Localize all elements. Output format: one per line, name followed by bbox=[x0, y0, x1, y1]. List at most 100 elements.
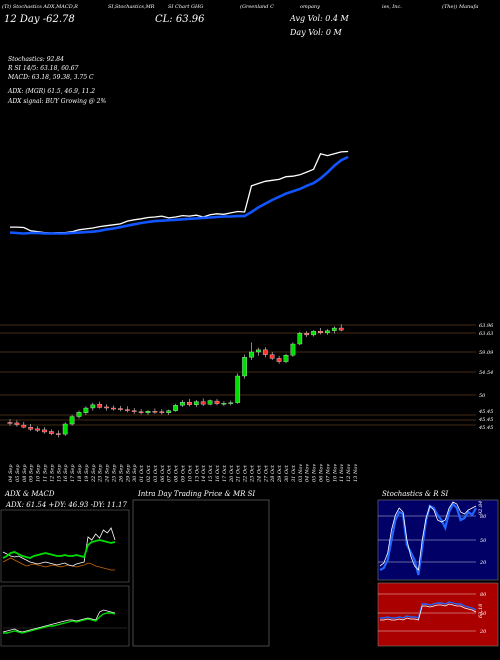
candle-body bbox=[200, 401, 206, 405]
date-tick-label: 22 Sep bbox=[91, 464, 97, 483]
candle-body bbox=[145, 411, 151, 413]
header-tag: (Greenland C bbox=[240, 4, 274, 10]
rsi-panel bbox=[377, 582, 499, 647]
macd-label: MACD: 63.18, 59.38, 3.75 C bbox=[8, 74, 94, 81]
adx-plus-line bbox=[2, 527, 116, 567]
candle-body bbox=[338, 327, 344, 331]
candle-body bbox=[62, 423, 68, 435]
header-tag: ies, Inc. bbox=[382, 4, 402, 10]
candle-body bbox=[318, 331, 323, 333]
date-tick-label: 10 Sep bbox=[36, 464, 42, 482]
date-tick-label: 14 Oct bbox=[201, 464, 207, 482]
date-tick-label: 16 Oct bbox=[215, 464, 221, 482]
stochastics-label: Stochastics: 92.84 bbox=[8, 56, 64, 63]
ema-line bbox=[9, 155, 349, 235]
candle-body bbox=[304, 333, 310, 336]
candle-body bbox=[228, 402, 234, 404]
macd-panel bbox=[0, 585, 130, 647]
rsi-line bbox=[380, 603, 477, 621]
candle-body bbox=[269, 354, 275, 359]
candle-body bbox=[28, 427, 34, 430]
date-tick-label: 29 Oct bbox=[277, 464, 283, 483]
candle-body bbox=[159, 411, 165, 413]
date-tick-label: 16 Sep bbox=[63, 464, 69, 482]
date-tick-label: 10 Nov bbox=[332, 464, 338, 482]
candle-body bbox=[138, 411, 144, 413]
adx-label: ADX: (MGR) 61.5, 46.9, 11.2 bbox=[8, 88, 96, 95]
price-tick-label: 50 bbox=[479, 393, 486, 399]
candle-body bbox=[180, 401, 185, 406]
candle-body bbox=[69, 416, 75, 425]
candle-body bbox=[131, 410, 137, 412]
candle-body bbox=[249, 351, 254, 358]
candle-body bbox=[173, 405, 178, 411]
candle-body bbox=[235, 375, 241, 403]
candle-body bbox=[166, 410, 172, 413]
date-tick-label: 06 Nov bbox=[319, 464, 325, 482]
candle-body bbox=[83, 407, 89, 413]
adx-panel bbox=[0, 509, 130, 583]
candle-body bbox=[7, 422, 13, 424]
price-tick-label: 54.54 bbox=[479, 370, 493, 376]
candle-body bbox=[331, 327, 337, 331]
candle-body bbox=[290, 343, 296, 356]
rsi-label: R SI 14/5: 63.18, 60.67 bbox=[8, 65, 79, 72]
macd-line bbox=[2, 609, 116, 633]
rsi-tick-label: 20 bbox=[479, 629, 487, 635]
candle-body bbox=[283, 355, 289, 362]
date-tick-label: 24 Sep bbox=[105, 464, 111, 483]
date-tick-label: 05 Sep bbox=[15, 464, 21, 482]
macd-signal-line bbox=[3, 612, 116, 634]
stoch-panel-title: Stochastics & R SI bbox=[382, 490, 449, 498]
rsi-side-value: 63.18 bbox=[478, 604, 484, 618]
date-tick-label: 11 Sep bbox=[43, 464, 49, 482]
date-tick-label: 18 Sep bbox=[77, 464, 83, 482]
date-tick-label: 07 Oct bbox=[167, 464, 173, 482]
header-tag: SI,Stochastics,MR bbox=[108, 4, 155, 10]
candle-body bbox=[187, 401, 192, 405]
date-tick-label: 15 Oct bbox=[208, 464, 214, 482]
date-tick-label: 23 Sep bbox=[98, 464, 104, 483]
rsi-tick-label: 50 bbox=[480, 611, 487, 617]
date-tick-label: 03 Nov bbox=[298, 464, 304, 482]
date-tick-label: 06 Oct bbox=[160, 464, 166, 482]
candle-body bbox=[14, 422, 20, 425]
price-tick-label: 45.45 bbox=[478, 417, 493, 423]
candle-body bbox=[325, 330, 330, 333]
date-tick-label: 04 Sep bbox=[8, 464, 14, 482]
header-tag: ompany bbox=[300, 4, 320, 10]
close-label: CL: 63.96 bbox=[155, 14, 205, 25]
candle-body bbox=[21, 424, 27, 428]
candle-body bbox=[311, 331, 316, 336]
date-tick-label: 12 Nov bbox=[346, 464, 352, 482]
price-tick-label: 63.63 bbox=[479, 331, 493, 337]
candle-body bbox=[276, 358, 282, 362]
date-tick-label: 24 Oct bbox=[256, 464, 262, 483]
avg-vol-label: Avg Vol: 0.4 M bbox=[290, 14, 349, 23]
candle-body bbox=[262, 349, 268, 355]
date-tick-label: 25 Sep bbox=[112, 464, 118, 483]
date-tick-label: 10 Oct bbox=[187, 464, 193, 482]
date-tick-label: 13 Oct bbox=[194, 464, 200, 482]
candle-body bbox=[193, 401, 199, 405]
date-tick-label: 23 Oct bbox=[250, 464, 256, 483]
candle-body bbox=[42, 429, 47, 433]
price-tick-label: 45.45 bbox=[478, 425, 493, 431]
date-tick-label: 03 Oct bbox=[153, 464, 159, 482]
date-tick-label: 27 Oct bbox=[263, 464, 269, 483]
stoch-tick-label: 20 bbox=[479, 560, 487, 566]
date-tick-label: 04 Nov bbox=[305, 464, 311, 482]
date-tick-label: 09 Oct bbox=[181, 464, 187, 482]
rsi-tick-label: 80 bbox=[480, 592, 487, 598]
date-tick-label: 31 Oct bbox=[291, 464, 297, 482]
day-vol-label: Day Vol: 0 M bbox=[290, 28, 342, 37]
date-tick-label: 28 Oct bbox=[270, 464, 276, 483]
date-tick-label: 19 Sep bbox=[84, 464, 90, 482]
date-tick-label: 30 Oct bbox=[284, 464, 290, 482]
candle-body bbox=[111, 407, 116, 410]
intraday-panel-title: Intra Day Trading Price & MR SI bbox=[138, 490, 256, 498]
adx-values: ADX: 61.54 +DY: 46.93 -DY: 11.17 bbox=[6, 501, 127, 509]
candle-body bbox=[207, 400, 213, 405]
rsi-avg-line bbox=[380, 601, 477, 619]
